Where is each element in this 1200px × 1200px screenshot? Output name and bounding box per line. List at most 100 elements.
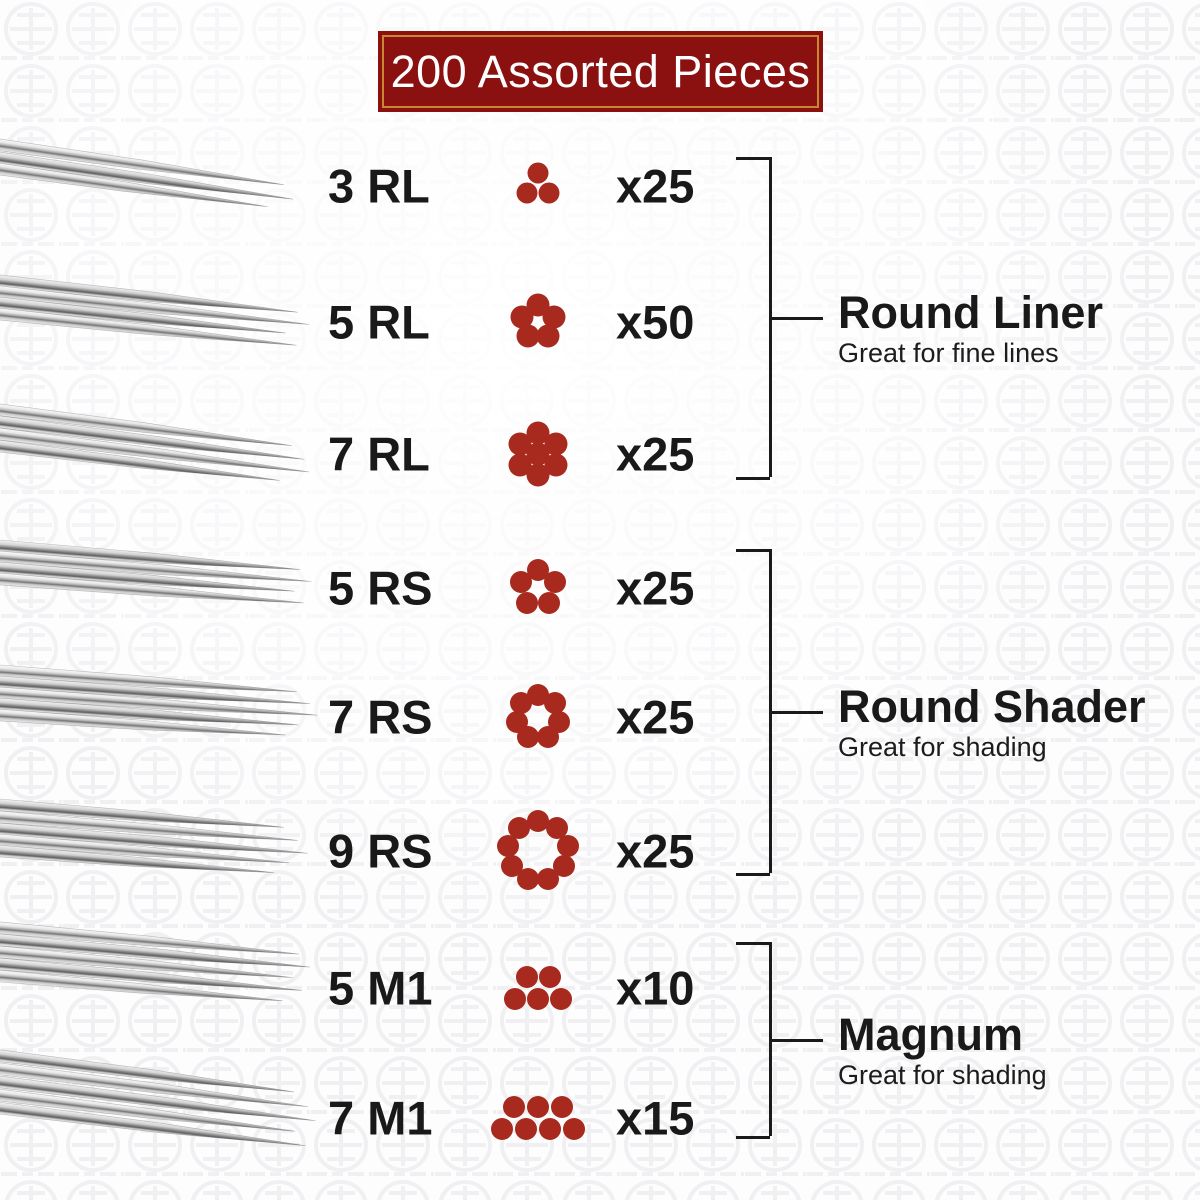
needle-dot: [508, 432, 532, 455]
needle-row-5rl: 5 RL x50: [0, 288, 1200, 356]
needle-dot: [527, 810, 549, 832]
needle-dot: [544, 571, 567, 594]
needle-dot: [546, 817, 569, 840]
needle-size-label: 7 RS: [328, 690, 433, 744]
needle-size-label: 7 RL: [328, 427, 430, 481]
needle-size-label: 9 RS: [328, 824, 433, 878]
needle-dot: [538, 182, 560, 203]
bracket-line: [736, 1136, 770, 1139]
group-title: Magnum: [838, 1009, 1023, 1060]
bracket-line: [736, 873, 770, 876]
needle-dot: [516, 591, 539, 614]
needle-dot: [517, 725, 540, 748]
needle-dot: [515, 1118, 537, 1140]
needle-cluster: [0, 137, 294, 208]
needle-cluster: [0, 1048, 316, 1147]
bracket-line: [736, 157, 770, 160]
group-subtitle: Great for shading: [838, 1060, 1047, 1090]
needle-dot: [516, 868, 539, 891]
quantity-label: x25: [616, 427, 695, 481]
needle-dot: [507, 817, 530, 840]
bracket-line: [769, 942, 772, 1136]
needle-dot: [550, 988, 572, 1010]
needle-row-3rl: 3 RL x25: [0, 152, 1200, 220]
quantity-label: x25: [616, 824, 695, 878]
bracket-line: [769, 157, 772, 477]
needle-dot: [527, 559, 549, 581]
needle-row-5rs: 5 RS x25: [0, 554, 1200, 622]
needle-dot: [526, 463, 550, 487]
bracket-line: [736, 942, 770, 945]
needle-dot: [538, 966, 561, 988]
needle-dot: [516, 324, 540, 348]
quantity-label: x10: [616, 961, 695, 1015]
needle-dot: [503, 1096, 525, 1118]
needle-dot: [509, 571, 532, 594]
needle-dot: [563, 1118, 585, 1140]
group-label-magnum: Magnum Great for shading: [838, 1009, 1047, 1091]
quantity-label: x25: [616, 690, 695, 744]
group-subtitle: Great for shading: [838, 732, 1047, 762]
needle-dot: [526, 442, 550, 466]
needle-dot: [505, 710, 528, 733]
needle-row-5m1: 5 M1 x10: [0, 954, 1200, 1022]
needle-size-label: 5 M1: [328, 961, 433, 1015]
needle-row-7rs: 7 RS x25: [0, 683, 1200, 751]
group-subtitle: Great for fine lines: [838, 338, 1059, 368]
quantity-label: x50: [616, 295, 695, 349]
quantity-label: x25: [616, 159, 695, 213]
needle-dot: [527, 988, 549, 1010]
needle-dot: [504, 988, 526, 1010]
quantity-label: x15: [616, 1091, 695, 1145]
needle-dot: [515, 966, 538, 988]
needle-dot: [539, 1118, 561, 1140]
needle-dot: [537, 868, 560, 891]
banner-title: 200 Assorted Pieces: [390, 46, 811, 97]
needle-dot: [510, 305, 534, 329]
assorted-pieces-banner: 200 Assorted Pieces: [378, 31, 823, 112]
needle-dot: [497, 834, 520, 857]
needle-cluster: [0, 402, 309, 481]
needle-cluster: [0, 538, 312, 604]
needle-dot: [556, 834, 579, 857]
group-title: Round Liner: [838, 287, 1103, 338]
group-label-round-liner: Round Liner Great for fine lines: [838, 287, 1103, 369]
needle-row-7m1: 7 M1 x15: [0, 1084, 1200, 1152]
needle-dot: [542, 305, 566, 329]
needle-size-label: 7 M1: [328, 1091, 433, 1145]
bracket-line: [771, 317, 823, 320]
needle-dot: [544, 432, 568, 455]
needle-dot: [526, 421, 550, 445]
quantity-label: x25: [616, 561, 695, 615]
group-title: Round Shader: [838, 681, 1146, 732]
needle-cluster: [0, 797, 308, 873]
needle-row-7rl: 7 RL x25: [0, 420, 1200, 488]
needle-cluster: [0, 273, 309, 346]
needle-cluster: [0, 920, 310, 1002]
needle-dot: [536, 725, 559, 748]
needle-cluster: [0, 663, 318, 736]
needle-dot: [527, 162, 549, 184]
needle-dot: [527, 684, 549, 706]
bracket-line: [736, 549, 770, 552]
needle-dot: [551, 1096, 573, 1118]
needle-size-label: 5 RL: [328, 295, 430, 349]
needle-dot: [552, 855, 575, 877]
needle-dot: [491, 1118, 513, 1140]
needle-dot: [544, 692, 567, 715]
bracket-line: [769, 549, 772, 873]
needle-dot: [501, 855, 524, 877]
bracket-line: [771, 1039, 823, 1042]
bracket-line: [771, 711, 823, 714]
needle-dot: [509, 692, 532, 715]
needle-tip-images: [0, 137, 318, 1147]
needle-dot: [527, 1096, 549, 1118]
needle-dot: [516, 182, 538, 203]
needle-dot: [537, 591, 560, 614]
needle-size-label: 5 RS: [328, 561, 433, 615]
needle-row-9rs: 9 RS x25: [0, 810, 1200, 891]
needle-size-label: 3 RL: [328, 159, 430, 213]
bracket-line: [736, 477, 770, 480]
needle-dot: [508, 453, 532, 476]
